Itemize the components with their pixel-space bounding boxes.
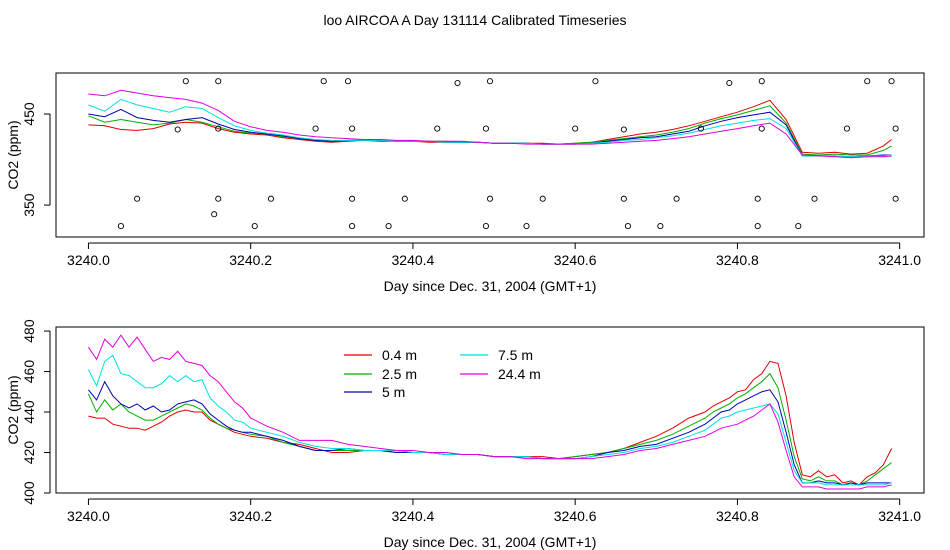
series-line-0-4-m (88, 360, 893, 486)
series-line-5-m (88, 380, 892, 486)
series-line-7-5-m (88, 98, 892, 158)
data-point-marker (486, 195, 494, 202)
data-point-marker (385, 223, 392, 230)
data-point-marker (211, 211, 218, 218)
x-tick-label: 3240.2 (229, 252, 272, 268)
y-tick-label: 460 (21, 360, 37, 384)
data-point-marker (454, 79, 461, 87)
data-point-marker (344, 78, 352, 85)
legend-label: 5 m (382, 384, 405, 400)
series-line-24-4-m (88, 89, 892, 159)
data-point-marker (267, 195, 275, 202)
bottom-panel: 3240.0 3240.2 3240.4 3240.6 3240.8 3241.0 Day … (5, 319, 925, 550)
data-point-marker (657, 223, 664, 230)
data-point-marker (174, 126, 181, 133)
plot-frame (55, 326, 925, 494)
x-tick-label: 3240.0 (67, 508, 110, 524)
data-point-marker (843, 125, 850, 132)
data-point-marker (539, 195, 546, 202)
data-point-marker (795, 223, 802, 230)
data-point-marker (758, 125, 765, 132)
data-point-marker (117, 223, 124, 230)
x-tick-label: 3240.4 (392, 252, 435, 268)
data-point-marker (486, 78, 494, 85)
data-point-marker (892, 125, 899, 132)
y-tick-label: 350 (21, 193, 37, 217)
data-point-marker (592, 78, 599, 85)
data-point-marker (673, 195, 680, 202)
plot-frame (55, 72, 925, 238)
chart-title: loo AIRCOA A Day 131114 Calibrated Times… (323, 12, 627, 28)
data-point-marker (312, 125, 319, 132)
x-axis-label: Day since Dec. 31, 2004 (GMT+1) (384, 534, 597, 550)
data-point-marker (349, 125, 356, 132)
series-line-24-4-m (87, 334, 892, 490)
x-tick-label: 3240.2 (229, 508, 272, 524)
y-tick-label: 420 (21, 441, 37, 465)
data-point-marker (726, 79, 733, 87)
x-tick-label: 3240.8 (716, 508, 759, 524)
data-point-marker (182, 78, 189, 85)
legend: 0.4 m 2.5 m 5 m 7.5 m 24.4 m (344, 347, 541, 400)
data-point-marker (482, 125, 489, 132)
x-tick-label: 3240.0 (67, 252, 110, 268)
x-tick-label: 3240.4 (392, 508, 435, 524)
data-point-marker (401, 195, 408, 202)
data-point-marker (251, 223, 258, 230)
series-line-5-m (88, 108, 892, 158)
x-tick-label: 3241.0 (878, 252, 921, 268)
y-axis-label: CO2 (ppm) (5, 375, 21, 444)
data-point-marker (620, 195, 627, 202)
x-tick-label: 3240.6 (554, 508, 597, 524)
data-point-marker (349, 223, 356, 230)
x-tick-label: 3240.6 (554, 252, 597, 268)
data-point-marker (624, 223, 631, 230)
series-line-2-5-m (87, 372, 892, 486)
data-point-marker (864, 78, 871, 85)
y-tick-label: 400 (21, 481, 37, 505)
top-panel: 3240.0 3240.2 3240.4 3240.6 3240.8 3241.0 Day … (5, 72, 925, 294)
data-point-marker (215, 195, 222, 202)
data-point-marker (811, 195, 818, 202)
data-point-marker (215, 78, 222, 85)
data-point-marker (134, 195, 141, 202)
data-point-marker (620, 126, 627, 133)
data-point-marker (754, 195, 761, 202)
data-point-marker (482, 223, 489, 230)
legend-label: 24.4 m (498, 366, 541, 382)
y-axis-label: CO2 (ppm) (5, 120, 21, 189)
data-point-marker (523, 223, 530, 230)
data-point-marker (349, 195, 356, 202)
x-tick-label: 3241.0 (878, 508, 921, 524)
y-tick-label: 440 (21, 400, 37, 424)
data-point-marker (572, 125, 579, 132)
data-point-marker (892, 195, 899, 202)
data-point-marker (758, 78, 765, 85)
y-tick-label: 450 (21, 102, 37, 126)
data-point-marker (320, 78, 327, 85)
data-point-marker (215, 125, 222, 132)
data-point-marker (434, 125, 441, 132)
legend-label: 0.4 m (382, 347, 417, 363)
y-tick-label: 480 (21, 319, 37, 343)
data-point-marker (888, 78, 895, 85)
x-tick-label: 3240.8 (716, 252, 759, 268)
x-axis-label: Day since Dec. 31, 2004 (GMT+1) (384, 278, 597, 294)
legend-label: 7.5 m (498, 347, 533, 363)
series-line-0-4-m (88, 99, 892, 155)
legend-label: 2.5 m (382, 366, 417, 382)
data-point-marker (697, 125, 704, 132)
data-point-marker (754, 223, 761, 230)
